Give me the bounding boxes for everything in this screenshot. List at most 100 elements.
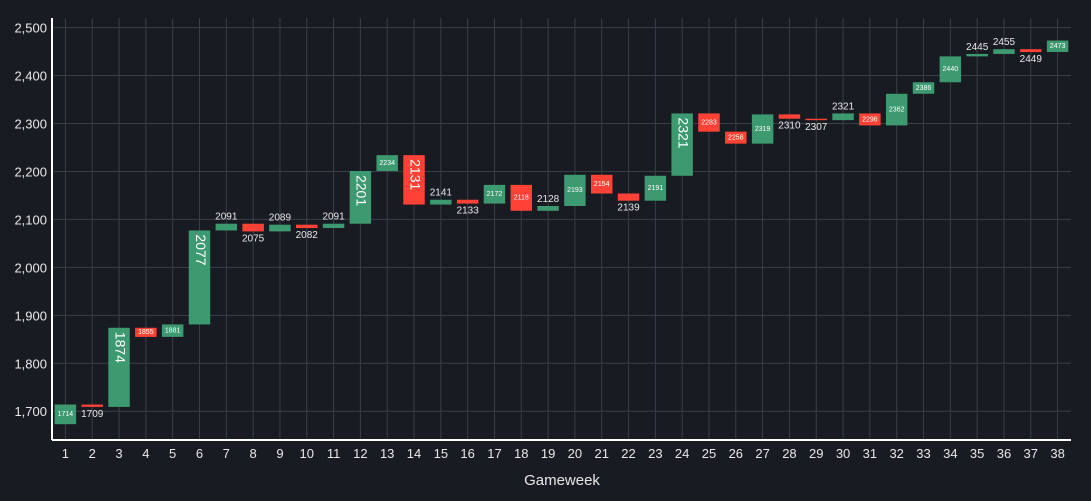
data-label: 1881 xyxy=(165,328,181,335)
increase-bar[interactable] xyxy=(108,327,130,407)
decrease-bar[interactable] xyxy=(698,113,720,132)
increase-bar[interactable] xyxy=(966,53,988,57)
increase-bar[interactable] xyxy=(161,324,184,337)
increase-bar[interactable] xyxy=(54,404,77,425)
decrease-bar[interactable] xyxy=(242,223,264,232)
x-tick-label: 34 xyxy=(943,446,957,461)
decrease-bar[interactable] xyxy=(81,404,103,407)
y-tick-label: 2,400 xyxy=(14,69,47,84)
data-label: 2141 xyxy=(430,188,453,199)
increase-bar[interactable] xyxy=(939,56,962,83)
x-tick-label: 17 xyxy=(487,446,501,461)
x-tick-label: 11 xyxy=(327,446,341,461)
grid-layer xyxy=(52,18,1071,440)
data-label: 2455 xyxy=(993,37,1016,48)
data-label: 2091 xyxy=(322,212,345,223)
data-label: 2296 xyxy=(862,116,878,123)
data-label: 2082 xyxy=(296,230,319,241)
x-tick-label: 20 xyxy=(568,446,582,461)
x-tick-label: 35 xyxy=(970,446,984,461)
data-label: 2193 xyxy=(567,187,583,194)
x-tick-label: 18 xyxy=(514,446,528,461)
decrease-bar[interactable] xyxy=(859,113,881,126)
increase-bar[interactable] xyxy=(483,184,506,204)
x-tick-label: 21 xyxy=(594,446,608,461)
x-tick-label: 24 xyxy=(675,446,689,461)
data-label: 1874 xyxy=(112,332,128,363)
decrease-bar[interactable] xyxy=(778,114,801,119)
decrease-bar[interactable] xyxy=(510,184,533,211)
increase-bar[interactable] xyxy=(564,174,586,206)
x-tick-label: 28 xyxy=(782,446,796,461)
decrease-bar[interactable] xyxy=(725,131,747,144)
x-tick-label: 6 xyxy=(196,446,203,461)
decrease-bar[interactable] xyxy=(135,327,157,337)
increase-bar[interactable] xyxy=(832,113,854,121)
x-tick-label: 23 xyxy=(648,446,662,461)
x-tick-label: 13 xyxy=(380,446,394,461)
decrease-bar[interactable] xyxy=(805,118,827,121)
decrease-bar[interactable] xyxy=(296,224,318,229)
y-tick-label: 2,300 xyxy=(14,117,47,132)
increase-bar[interactable] xyxy=(912,82,935,94)
increase-bar[interactable] xyxy=(430,199,452,205)
data-label: 2445 xyxy=(966,42,989,53)
decrease-bar[interactable] xyxy=(403,155,425,205)
x-tick-label: 7 xyxy=(223,446,230,461)
decrease-bar[interactable] xyxy=(1020,49,1042,53)
x-tick-label: 32 xyxy=(889,446,903,461)
data-label: 2283 xyxy=(701,119,717,126)
increase-bar[interactable] xyxy=(376,155,398,171)
x-tick-label: 38 xyxy=(1050,446,1064,461)
data-label: 2307 xyxy=(805,122,828,133)
data-label: 2449 xyxy=(1020,54,1043,65)
data-label: 2139 xyxy=(617,203,640,214)
y-tick-label: 2,000 xyxy=(14,260,47,275)
x-tick-label: 31 xyxy=(863,446,877,461)
x-tick-label: 15 xyxy=(434,446,448,461)
data-label: 2321 xyxy=(832,101,855,112)
decrease-bar[interactable] xyxy=(617,193,640,201)
x-tick-label: 30 xyxy=(836,446,850,461)
data-label: 2321 xyxy=(675,117,691,148)
x-tick-label: 5 xyxy=(169,446,176,461)
increase-bar[interactable] xyxy=(188,230,211,325)
data-label: 2128 xyxy=(537,194,560,205)
increase-bar[interactable] xyxy=(993,49,1015,54)
data-label: 2077 xyxy=(193,234,209,265)
y-tick-label: 2,200 xyxy=(14,164,47,179)
data-label: 2310 xyxy=(778,121,801,132)
increase-bar[interactable] xyxy=(349,170,372,224)
axis-layer: 1,700 1,800 1,900 2,000 2,100 2,200 2,300 2,400… xyxy=(14,18,1071,461)
data-label: 2172 xyxy=(487,191,503,198)
x-tick-label: 16 xyxy=(460,446,474,461)
data-label: 2075 xyxy=(242,233,265,244)
increase-bar[interactable] xyxy=(885,93,908,126)
data-label: 2201 xyxy=(354,175,370,206)
increase-bar[interactable] xyxy=(269,224,291,232)
data-label: 1709 xyxy=(81,409,104,420)
data-label: 2234 xyxy=(379,160,395,167)
x-tick-label: 36 xyxy=(997,446,1011,461)
increase-bar[interactable] xyxy=(537,205,559,211)
decrease-bar[interactable] xyxy=(590,174,613,194)
x-tick-label: 33 xyxy=(916,446,930,461)
increase-bar[interactable] xyxy=(751,114,774,144)
increase-bar[interactable] xyxy=(644,175,667,201)
x-tick-label: 10 xyxy=(300,446,314,461)
increase-bar[interactable] xyxy=(322,223,345,229)
y-tick-label: 2,500 xyxy=(14,21,47,36)
data-label: 2386 xyxy=(916,85,932,92)
increase-bar[interactable] xyxy=(671,113,693,176)
data-label: 2133 xyxy=(457,206,480,217)
increase-bar[interactable] xyxy=(1046,40,1069,53)
increase-bar[interactable] xyxy=(215,223,238,231)
data-label: 2258 xyxy=(728,134,744,141)
y-tick-label: 2,100 xyxy=(14,212,47,227)
decrease-bar[interactable] xyxy=(456,199,479,204)
x-tick-label: 1 xyxy=(62,446,69,461)
x-tick-label: 19 xyxy=(541,446,555,461)
x-tick-label: 8 xyxy=(250,446,257,461)
